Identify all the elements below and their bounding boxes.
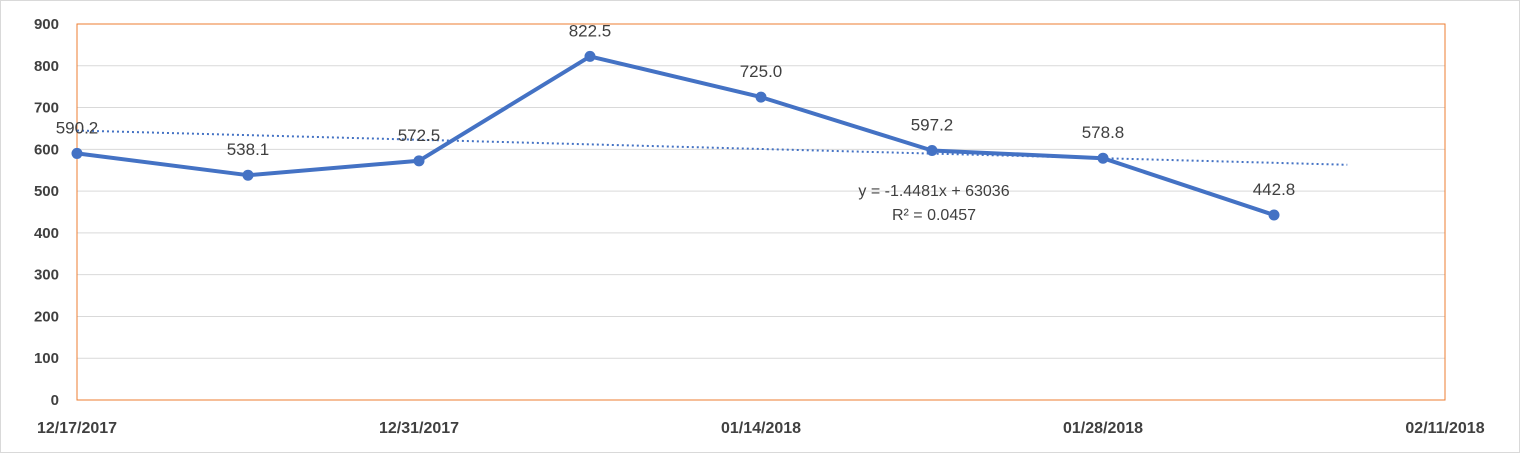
- x-tick-label: 01/28/2018: [1063, 420, 1143, 437]
- x-axis-tick-labels: 12/17/2017 12/31/2017 01/14/2018 01/28/2018…: [37, 420, 1485, 437]
- trendline-equation: y = -1.4481x + 63036: [858, 183, 1009, 200]
- data-label: 725.0: [740, 62, 783, 81]
- x-tick-label: 02/11/2018: [1405, 420, 1484, 437]
- data-label: 572.5: [398, 126, 441, 145]
- data-label: 597.2: [911, 116, 954, 135]
- data-point-marker: [242, 169, 254, 181]
- data-label: 590.2: [56, 118, 99, 137]
- y-tick-label: 400: [34, 225, 59, 242]
- x-tick-label: 12/17/2017: [37, 420, 117, 437]
- y-axis-tick-labels: 0 100 200 300 400 500 600 700 800 900: [34, 16, 59, 409]
- y-tick-label: 200: [34, 308, 59, 325]
- y-tick-label: 900: [34, 16, 59, 33]
- plot-area-border: [76, 23, 1446, 401]
- y-tick-label: 500: [34, 183, 59, 200]
- y-tick-label: 0: [51, 392, 59, 409]
- data-label: 578.8: [1082, 123, 1125, 142]
- y-tick-label: 800: [34, 58, 59, 75]
- trendline-r-squared: R² = 0.0457: [892, 207, 976, 224]
- trendline: [76, 129, 1348, 166]
- series-markers: [71, 50, 1280, 221]
- data-point-marker: [926, 145, 938, 157]
- data-point-marker: [71, 147, 83, 159]
- data-point-marker: [1097, 152, 1109, 164]
- data-point-marker: [584, 50, 596, 62]
- data-point-marker: [1268, 209, 1280, 221]
- y-tick-label: 600: [34, 141, 59, 158]
- gridlines: [77, 65, 1445, 359]
- y-tick-label: 700: [34, 100, 59, 117]
- y-tick-label: 300: [34, 267, 59, 284]
- x-tick-label: 01/14/2018: [721, 420, 801, 437]
- data-point-marker: [755, 91, 767, 103]
- data-label: 538.1: [227, 140, 270, 159]
- x-tick-label: 12/31/2017: [379, 420, 459, 437]
- data-point-marker: [413, 155, 425, 167]
- data-labels: 590.2 538.1 572.5 822.5 725.0 597.2 578.8 442.8: [56, 21, 1296, 199]
- y-tick-label: 100: [34, 350, 59, 367]
- data-label: 822.5: [569, 21, 612, 40]
- data-label: 442.8: [1253, 180, 1296, 199]
- series-line: [76, 54, 1275, 217]
